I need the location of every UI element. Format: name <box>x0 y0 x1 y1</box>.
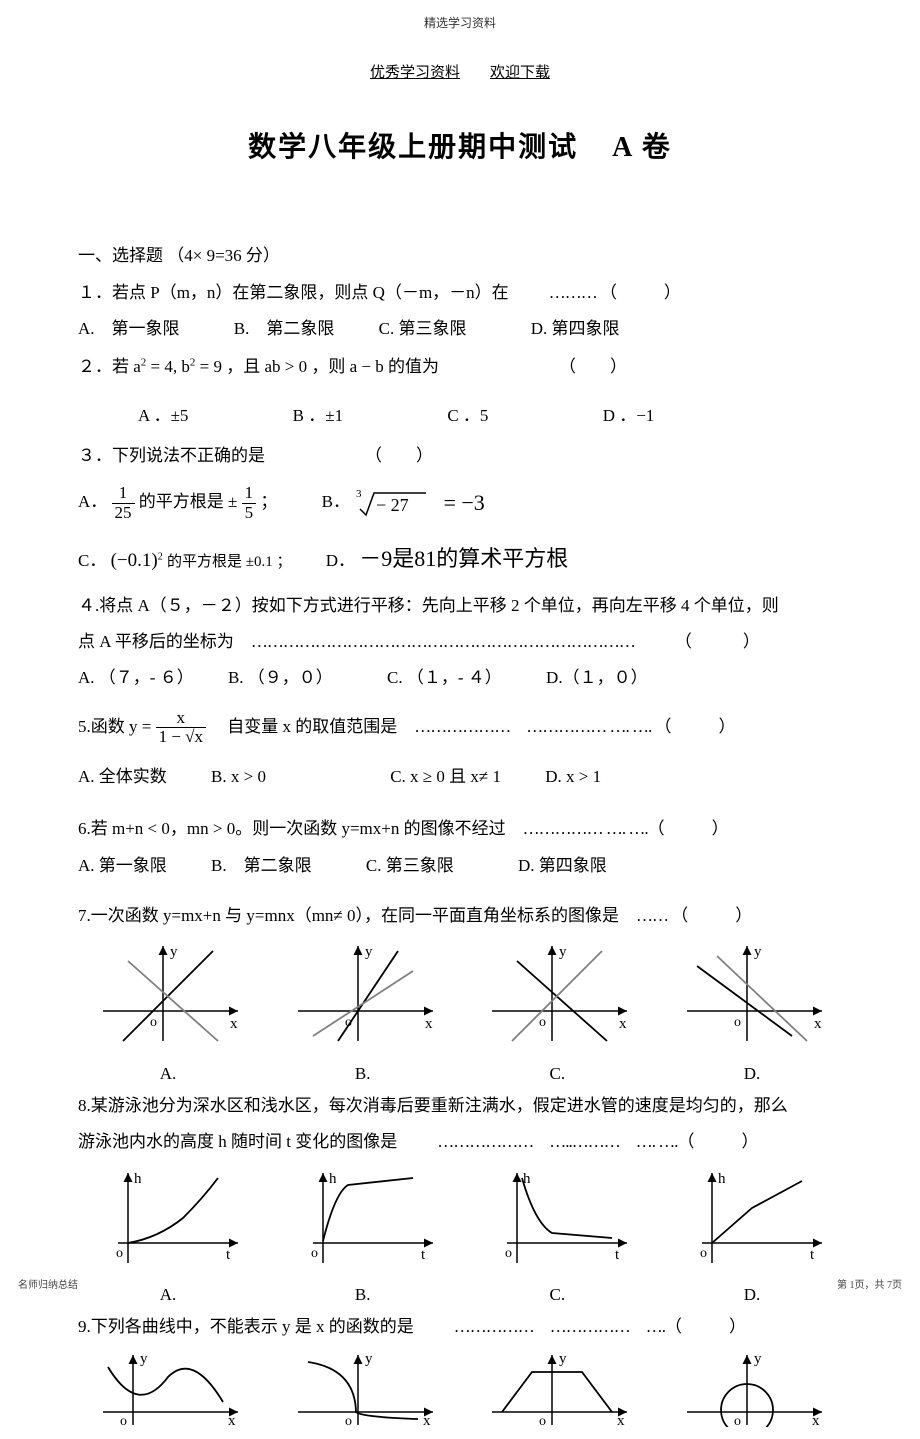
header-sub-left: 优秀学习资料 <box>370 65 460 81</box>
svg-text:o: o <box>345 1414 352 1427</box>
svg-text:x: x <box>814 1016 822 1032</box>
svg-text:x: x <box>228 1413 236 1427</box>
q4-stem1: ４.将点 A（５，－２）按如下方式进行平移：先向上平移 2 个单位，再向左平移 … <box>78 590 842 622</box>
section-title: 一、选择题 （4× 9=36 分） <box>78 240 842 272</box>
q6-options: A. 第一象限 B. 第二象限 C. 第三象限 D. 第四象限 <box>78 850 842 882</box>
svg-text:y: y <box>365 944 373 960</box>
q8-graph-d: h t o D. <box>672 1163 832 1312</box>
svg-text:y: y <box>754 944 762 960</box>
q7-graph-b: y x o B. <box>283 936 443 1090</box>
q7-graph-a: y x o A. <box>88 936 248 1090</box>
content: 一、选择题 （4× 9=36 分） １．若点 P（m，n）在第二象限，则点 Q（… <box>0 240 920 1438</box>
svg-text:− 27: − 27 <box>376 495 409 515</box>
footer-right: 第 1页，共 7页 <box>837 1276 902 1295</box>
svg-text:y: y <box>140 1351 148 1367</box>
q9-graph-b: y x o <box>283 1347 443 1438</box>
header-sub-right: 欢迎下载 <box>490 65 550 81</box>
q4-options: A. （７，- ６） B. （９，０） C. （１，- ４） D.（１，０） <box>78 662 842 694</box>
q8-stem1: 8.某游泳池分为深水区和浅水区，每次消毒后要重新注满水，假定进水管的速度是均匀的… <box>78 1090 842 1122</box>
q5-stem: 5.函数 y = x1 − √x 自变量 x 的取值范围是 ……………… ………… <box>78 709 842 747</box>
svg-text:t: t <box>226 1247 231 1263</box>
q9-graph-a: y x o <box>88 1347 248 1438</box>
q2-stem: ２．若 a2 = 4, b2 = 9 ，且 ab > 0 ，则 a − b 的值… <box>78 351 842 383</box>
footer-left: 名师归纳总结 <box>18 1276 78 1295</box>
q1-options: A. 第一象限 B. 第二象限 C. 第三象限 D. 第四象限 <box>78 313 842 345</box>
title-right: A 卷 <box>612 132 672 163</box>
svg-text:3: 3 <box>356 488 362 500</box>
q7-graph-d: y x o D. <box>672 936 832 1090</box>
header-watermark: 精选学习资料 <box>0 12 920 35</box>
q3-stem: ３．下列说法不正确的是（ ） <box>78 440 842 472</box>
q1-stem: １．若点 P（m，n）在第二象限，则点 Q（－m，－n）在……… （ ） <box>78 277 842 309</box>
svg-text:x: x <box>619 1016 627 1032</box>
page-title: 数学八年级上册期中测试 A 卷 <box>0 121 920 174</box>
q6-stem: 6.若 m+n < 0，mn > 0。则一次函数 y=mx+n 的图像不经过 …… <box>78 813 842 845</box>
svg-text:x: x <box>812 1413 820 1427</box>
svg-text:o: o <box>345 1015 352 1030</box>
cube-root-svg: 3 − 27 <box>354 487 439 519</box>
q9-graph-c: y x o <box>477 1347 637 1438</box>
svg-text:y: y <box>754 1351 762 1367</box>
q3-cd: C． (−0.1)2 的平方根是 ±0.1 ； D． －9是81的算术平方根 <box>78 538 842 580</box>
svg-text:t: t <box>421 1247 426 1263</box>
svg-text:x: x <box>423 1413 431 1427</box>
q7-stem: 7.一次函数 y=mx+n 与 y=mnx（mn≠ 0），在同一平面直角坐标系的… <box>78 900 842 932</box>
svg-text:h: h <box>523 1171 531 1187</box>
q9-graphs: y x o y x o y x o <box>78 1347 842 1438</box>
svg-text:o: o <box>539 1414 546 1427</box>
svg-text:y: y <box>559 1351 567 1367</box>
q8-graph-b: h t o B. <box>283 1163 443 1312</box>
svg-text:h: h <box>718 1171 726 1187</box>
svg-text:y: y <box>170 944 178 960</box>
svg-text:t: t <box>615 1247 620 1263</box>
q7-graph-c: y x o C. <box>477 936 637 1090</box>
svg-text:x: x <box>230 1016 238 1032</box>
q5-options: A. 全体实数 B. x > 0 C. x ≥ 0 且 x≠ 1 D. x > … <box>78 761 842 793</box>
q8-graph-a: h t o A. <box>88 1163 248 1312</box>
q7-graphs: y x o A. y x o B. y <box>78 936 842 1090</box>
svg-text:x: x <box>425 1016 433 1032</box>
svg-text:o: o <box>700 1246 707 1261</box>
svg-text:o: o <box>116 1246 123 1261</box>
svg-text:t: t <box>810 1247 815 1263</box>
q4-stem2: 点 A 平移后的坐标为 ………………………………………………………………（ ） <box>78 626 842 658</box>
svg-text:y: y <box>365 1351 373 1367</box>
q8-graphs: h t o A. h t o B. h t <box>78 1163 842 1312</box>
svg-text:o: o <box>539 1015 546 1030</box>
title-left: 数学八年级上册期中测试 <box>248 132 578 163</box>
header-subtitle: 优秀学习资料 欢迎下载 <box>0 59 920 88</box>
svg-text:o: o <box>150 1015 157 1030</box>
svg-text:o: o <box>505 1246 512 1261</box>
q8-stem2: 游泳池内水的高度 h 随时间 t 变化的图像是……………… …..……… …. … <box>78 1126 842 1158</box>
svg-text:o: o <box>734 1414 741 1427</box>
svg-text:x: x <box>617 1413 625 1427</box>
svg-text:y: y <box>559 944 567 960</box>
q8-graph-c: h t o C. <box>477 1163 637 1312</box>
svg-text:o: o <box>734 1015 741 1030</box>
q9-stem: 9.下列各曲线中，不能表示 y 是 x 的函数的是…………… …………… ….（… <box>78 1311 842 1343</box>
q2-options: A ．±5 B ．±1 C ．5 D ．−1 <box>78 400 842 432</box>
q3-ab: A． 125 的平方根是 ± 15 ； B． 3 − 27 = −3 <box>78 482 842 524</box>
svg-text:o: o <box>311 1246 318 1261</box>
svg-text:h: h <box>134 1171 142 1187</box>
svg-text:h: h <box>329 1171 337 1187</box>
svg-text:o: o <box>120 1414 127 1427</box>
q9-graph-d: y x o <box>672 1347 832 1438</box>
